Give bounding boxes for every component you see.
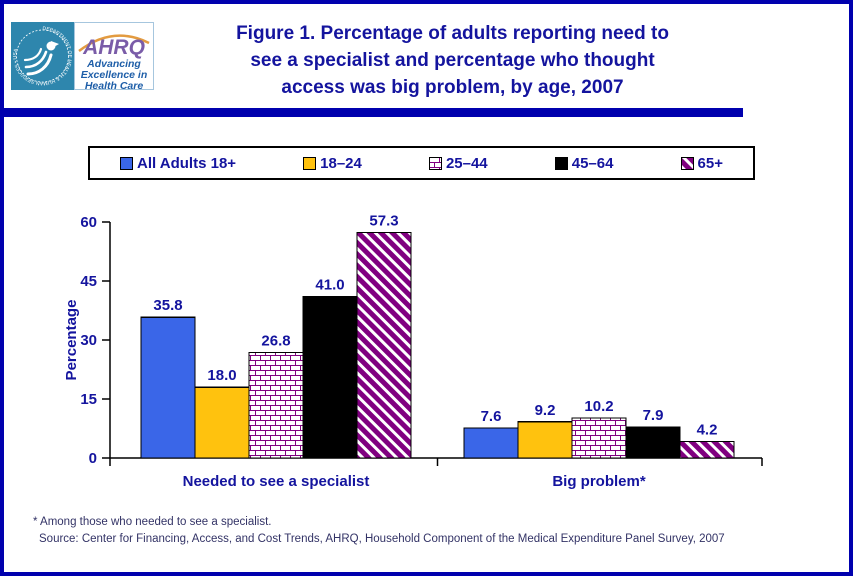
bar-25–44	[571, 417, 627, 459]
bar-value-label: 7.6	[481, 408, 502, 425]
bar-chart-svg: 0 15 30 45 60 35.8 7.6 18.0 9.2 26.8 10.2 41.0 7.9 57…	[63, 213, 763, 490]
hhs-logo: DEPARTMENT OF HEALTH & HUMAN SERVICES • …	[11, 22, 74, 90]
legend-item-45-64: 45–64	[554, 154, 614, 172]
y-tick-label: 60	[80, 214, 97, 231]
legend-swatch-yellow	[303, 156, 317, 170]
legend-item-65plus: 65+	[680, 154, 723, 172]
bar-value-label: 35.8	[153, 297, 182, 314]
hhs-eagle-icon: DEPARTMENT OF HEALTH & HUMAN SERVICES • …	[12, 26, 72, 86]
legend-swatch-brick	[428, 156, 442, 170]
svg-text:DEPARTMENT OF HEALTH & HUMAN S: DEPARTMENT OF HEALTH & HUMAN SERVICES • …	[12, 26, 72, 86]
bar-45–64	[625, 426, 681, 459]
header-divider-bar	[4, 108, 743, 117]
legend-label: 45–64	[571, 154, 614, 172]
figure-title-line1: Figure 1. Percentage of adults reporting…	[236, 23, 669, 44]
bar-45–64	[302, 296, 358, 459]
bar-value-label: 57.3	[369, 213, 398, 230]
chart-legend: All Adults 18+ 18–24 25–44 45–64 65+	[88, 146, 755, 180]
figure-title: Figure 1. Percentage of adults reporting…	[165, 20, 740, 101]
legend-item-18-24: 18–24	[303, 155, 362, 172]
bar-18–24	[517, 421, 573, 459]
legend-label: 25–44	[445, 154, 488, 172]
category-label: Needed to see a specialist	[183, 473, 370, 490]
bar-value-label: 4.2	[697, 421, 718, 438]
legend-item-25-44: 25–44	[428, 154, 488, 172]
footnote-asterisk: * Among those who needed to see a specia…	[33, 516, 272, 528]
bar-chart: 0 15 30 45 60 35.8 7.6 18.0 9.2 26.8 10.2 41.0 7.9 57…	[30, 195, 790, 507]
bar-value-label: 41.0	[315, 277, 344, 294]
bar-18–24	[194, 386, 250, 459]
y-tick-label: 0	[89, 450, 97, 467]
legend-label: 65+	[697, 154, 723, 172]
bar-25–44	[248, 351, 304, 459]
ahrq-logo: AHRQ Advancing Excellence in Health Care	[74, 22, 154, 92]
orange-arc	[78, 34, 150, 52]
y-axis-title: Percentage	[63, 300, 80, 381]
legend-label: 18–24	[320, 154, 362, 172]
bar-All Adults 18+	[140, 316, 196, 459]
ahrq-logo-art: AHRQ Advancing Excellence in Health Care	[78, 34, 150, 92]
bar-65+	[679, 440, 735, 459]
figure-title-line2: see a specialist and percentage who thou…	[250, 50, 655, 71]
bar-All Adults 18+	[463, 427, 519, 459]
svg-text:Health Care: Health Care	[85, 80, 144, 91]
y-tick-label: 45	[80, 273, 97, 290]
legend-swatch-black	[554, 156, 568, 170]
bar-value-label: 9.2	[535, 402, 556, 419]
figure-title-line3: access was big problem, by age, 2007	[281, 77, 624, 98]
legend-swatch-blue	[120, 156, 133, 170]
legend-label: All Adults 18+	[137, 154, 237, 172]
bar-value-label: 7.9	[643, 407, 664, 424]
svg-text:AHRQ: AHRQ	[82, 36, 145, 59]
bar-value-label: 10.2	[584, 398, 613, 415]
category-label: Big problem*	[552, 473, 646, 490]
bar-value-label: 18.0	[207, 367, 236, 384]
y-tick-label: 15	[80, 391, 97, 408]
footnotes: * Among those who needed to see a specia…	[33, 514, 725, 548]
svg-text:Advancing: Advancing	[86, 58, 141, 70]
svg-text:Excellence in: Excellence in	[81, 69, 148, 81]
legend-swatch-hatch	[680, 156, 694, 170]
bar-value-label: 26.8	[261, 333, 290, 350]
y-tick-label: 30	[80, 332, 97, 349]
bar-65+	[356, 232, 412, 459]
footnote-source: Source: Center for Financing, Access, an…	[39, 533, 725, 545]
agency-logo-block: DEPARTMENT OF HEALTH & HUMAN SERVICES • …	[11, 22, 154, 92]
legend-item-all-adults: All Adults 18+	[120, 155, 236, 172]
